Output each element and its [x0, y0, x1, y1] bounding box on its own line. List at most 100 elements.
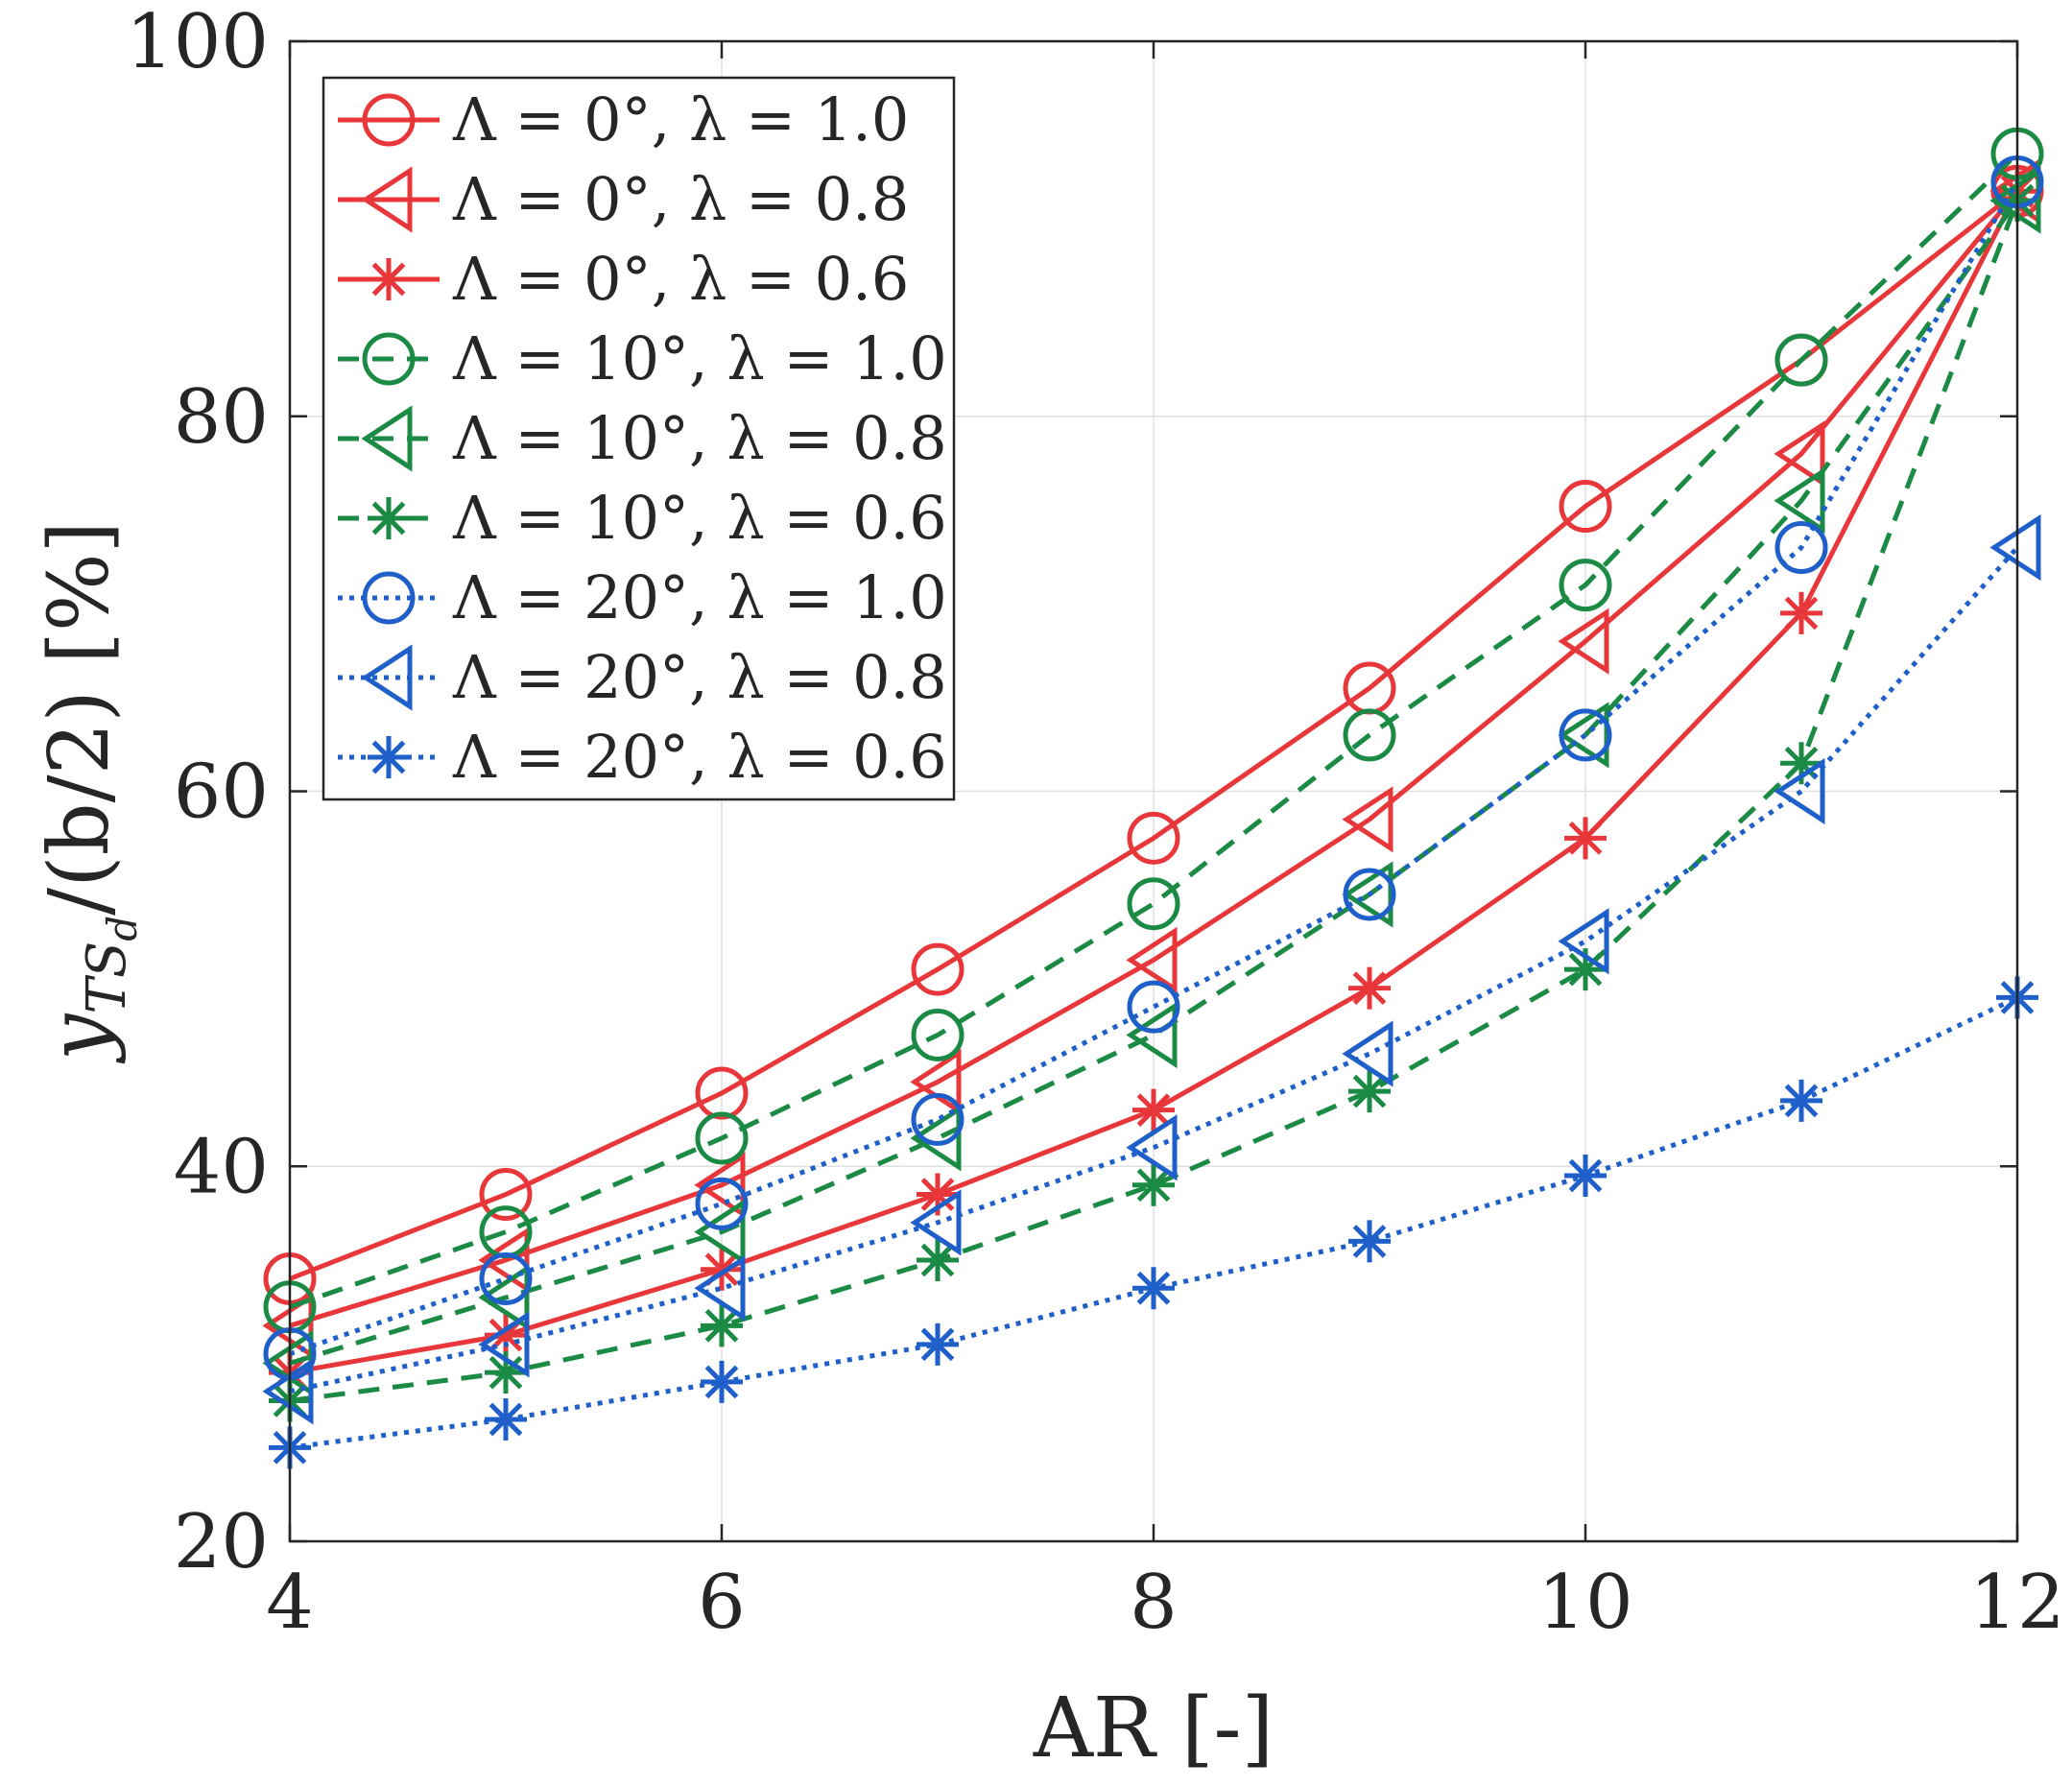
data-point — [1132, 1163, 1175, 1206]
legend-item: Λ = 20°, λ = 0.6 — [338, 722, 947, 792]
data-point — [479, 1168, 533, 1222]
data-point — [694, 1152, 746, 1219]
legend-item: Λ = 20°, λ = 1.0 — [338, 562, 947, 632]
data-point — [1126, 926, 1178, 993]
x-tick-label: 8 — [1130, 1560, 1178, 1646]
data-point — [917, 1322, 959, 1366]
y-label-base: y — [32, 1013, 128, 1064]
data-point — [1127, 980, 1180, 1034]
data-point — [1774, 521, 1828, 575]
legend-label: Λ = 0°, λ = 1.0 — [452, 84, 909, 155]
data-point — [1348, 1220, 1391, 1263]
data-point — [1774, 420, 1825, 488]
data-point-stroke — [1136, 1093, 1171, 1127]
series-line — [289, 189, 2019, 1281]
data-point-stroke — [704, 1365, 739, 1399]
data-point — [478, 1311, 530, 1378]
data-point — [1342, 861, 1393, 928]
series-line — [289, 152, 2019, 1310]
data-point — [1132, 1267, 1175, 1310]
legend-label: Λ = 0°, λ = 0.6 — [452, 244, 909, 314]
data-point-stroke — [1136, 1168, 1171, 1203]
legend-item: Λ = 0°, λ = 0.6 — [338, 244, 909, 314]
data-point — [1342, 786, 1393, 853]
data-point — [1127, 811, 1180, 865]
data-point — [701, 1248, 743, 1291]
data-point-stroke — [1352, 1225, 1387, 1258]
data-point — [1342, 1020, 1393, 1087]
series-line — [289, 189, 2019, 1328]
data-point — [701, 1304, 743, 1347]
data-point — [1127, 877, 1180, 931]
data-point — [695, 1066, 749, 1120]
data-point — [1558, 608, 1609, 675]
data-point — [1558, 702, 1609, 769]
data-point — [485, 1398, 527, 1442]
data-point — [1132, 1088, 1175, 1132]
legend-marker-stroke — [371, 501, 406, 536]
data-point — [1348, 1070, 1391, 1113]
legend-marker-stroke — [371, 262, 406, 297]
legend-marker — [368, 736, 410, 778]
series-2 — [262, 157, 2041, 1359]
data-point — [701, 1360, 743, 1403]
data-point — [1780, 1079, 1822, 1122]
series-9 — [269, 976, 2038, 1469]
data-point — [1126, 1001, 1178, 1069]
data-point — [1343, 708, 1396, 762]
data-point — [1559, 559, 1612, 612]
legend-item: Λ = 10°, λ = 0.8 — [338, 403, 947, 473]
legend-label: Λ = 20°, λ = 0.8 — [452, 642, 947, 712]
y-label-rest: /(b/2) [%] — [32, 521, 128, 916]
legend-label: Λ = 10°, λ = 1.0 — [452, 323, 947, 393]
data-point — [1774, 757, 1825, 825]
legend-label: Λ = 10°, λ = 0.6 — [452, 483, 947, 553]
data-point — [478, 1264, 530, 1331]
legend-items: Λ = 0°, λ = 1.0 Λ = 0°, λ = 0.8 Λ = 0°, λ … — [338, 84, 947, 792]
data-point — [1780, 591, 1822, 634]
data-point — [1126, 1114, 1178, 1181]
data-point — [479, 1251, 533, 1305]
series-line — [289, 200, 2020, 1403]
legend-label: Λ = 20°, λ = 0.6 — [452, 722, 947, 792]
legend-item: Λ = 0°, λ = 0.8 — [338, 164, 909, 234]
data-point — [1559, 708, 1612, 762]
legend-item: Λ = 10°, λ = 1.0 — [338, 323, 947, 393]
y-axis-label: yTSd/(b/2) [%] — [32, 521, 146, 1064]
data-point — [478, 1227, 530, 1294]
data-point — [911, 1008, 965, 1061]
data-point — [695, 1111, 749, 1165]
series-5 — [262, 167, 2041, 1397]
data-point — [1774, 333, 1828, 387]
legend: Λ = 0°, λ = 1.0 Λ = 0°, λ = 0.8 Λ = 0°, λ … — [322, 76, 956, 801]
legend-label: Λ = 20°, λ = 1.0 — [452, 562, 947, 632]
legend-marker — [362, 571, 416, 625]
legend-marker — [362, 93, 416, 147]
data-point-stroke — [1352, 971, 1387, 1005]
y-label-sub1: TS — [76, 941, 138, 1014]
data-point-stroke — [488, 1355, 523, 1390]
data-point — [1564, 1155, 1607, 1198]
data-point — [1558, 908, 1609, 975]
data-point — [1343, 868, 1396, 921]
data-point-stroke — [1136, 1271, 1171, 1305]
y-tick-label: 20 — [174, 1499, 269, 1585]
data-point-stroke — [1784, 746, 1819, 780]
legend-item: Λ = 20°, λ = 0.8 — [338, 642, 947, 712]
data-point-stroke — [704, 1308, 739, 1343]
data-point — [1774, 467, 1825, 535]
y-tick-label: 40 — [174, 1124, 269, 1210]
legend-marker — [362, 332, 416, 386]
legend-item: Λ = 10°, λ = 0.6 — [338, 483, 947, 553]
legend-label: Λ = 0°, λ = 0.8 — [452, 164, 909, 234]
data-point — [1559, 480, 1612, 534]
legend-item: Λ = 0°, λ = 1.0 — [338, 84, 909, 155]
data-point-stroke — [1568, 822, 1603, 855]
y-tick-label: 60 — [174, 750, 269, 836]
x-axis-label: AR [-] — [1033, 1680, 1274, 1776]
data-point-stroke — [920, 1327, 955, 1362]
series-line — [289, 545, 2019, 1394]
data-point — [1348, 966, 1391, 1010]
legend-label: Λ = 10°, λ = 0.8 — [452, 403, 947, 473]
